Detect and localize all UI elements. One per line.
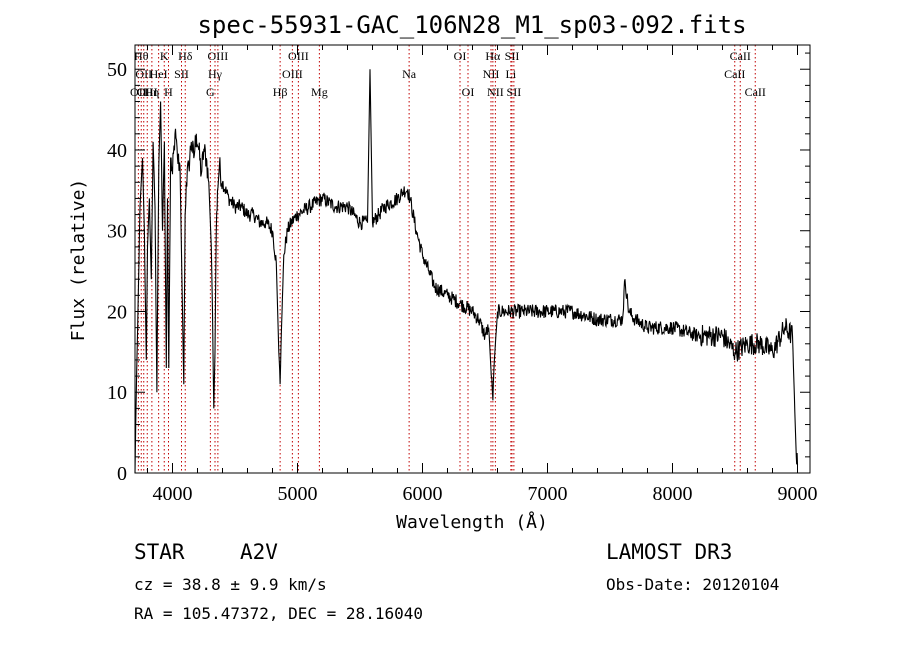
y-axis-ticks: 0 10 20 30 40 50 xyxy=(107,52,810,485)
x-tick-label: 7000 xyxy=(528,483,568,505)
reference-line-label: Li xyxy=(506,67,517,81)
y-tick-label: 10 xyxy=(107,382,127,404)
reference-line-label: SII xyxy=(507,85,522,99)
reference-line-label: OII xyxy=(135,67,152,81)
reference-line-label: Mg xyxy=(311,85,328,99)
reference-line-label: OIII xyxy=(137,85,158,99)
reference-line-label: Hδ xyxy=(178,49,193,63)
survey-name: LAMOST DR3 xyxy=(606,540,733,564)
chart-title: spec-55931-GAC_106N28_M1_sp03-092.fits xyxy=(197,11,746,39)
reference-line-label: CaII xyxy=(730,49,751,63)
reference-line-label: Hθ xyxy=(134,49,149,63)
reference-line-label: Hγ xyxy=(208,67,223,81)
coordinates: RA = 105.47372, DEC = 28.16040 xyxy=(134,604,423,623)
reference-line-label: OIII xyxy=(208,49,229,63)
x-tick-label: 6000 xyxy=(403,483,443,505)
redshift-velocity: cz = 38.8 ± 9.9 km/s xyxy=(134,575,327,594)
y-tick-label: 30 xyxy=(107,221,127,243)
reference-line-label: G xyxy=(206,85,215,99)
x-axis-label: Wavelength (Å) xyxy=(396,511,548,533)
reference-line-label: H xyxy=(164,85,173,99)
reference-line-labels: OIIHθOIIOIIIHηHeIKHSIIHδGHγOIIIHβOIIIOII… xyxy=(130,49,766,99)
reference-line-label: OIII xyxy=(288,49,309,63)
y-tick-label: 20 xyxy=(107,301,127,323)
y-axis-label: Flux (relative) xyxy=(68,179,89,342)
y-tick-label: 40 xyxy=(107,140,127,162)
x-axis-ticks: 4000 5000 6000 7000 8000 9000 xyxy=(147,45,818,505)
observation-date: Obs-Date: 20120104 xyxy=(606,575,780,594)
object-subclass: A2V xyxy=(240,540,278,564)
x-tick-label: 5000 xyxy=(278,483,318,505)
reference-line-label: SII xyxy=(174,67,189,81)
reference-line-label: OIII xyxy=(282,67,303,81)
reference-line-label: Na xyxy=(402,67,417,81)
reference-lines xyxy=(137,45,756,473)
reference-line-label: NII xyxy=(483,67,500,81)
reference-line-label: Hα xyxy=(485,49,501,63)
reference-line-label: CaII xyxy=(724,67,745,81)
reference-line-label: CaII xyxy=(745,85,766,99)
reference-line-label: Hβ xyxy=(273,85,288,99)
reference-line-label: Hη xyxy=(144,85,159,99)
x-tick-label: 8000 xyxy=(653,483,693,505)
flux-series-line xyxy=(134,69,799,474)
reference-line-label: OI xyxy=(454,49,467,63)
reference-line-label: OII xyxy=(130,85,147,99)
reference-line-label: K xyxy=(160,49,169,63)
x-tick-label: 4000 xyxy=(153,483,193,505)
plot-frame xyxy=(134,44,811,474)
x-tick-label: 9000 xyxy=(778,483,818,505)
reference-line-label: HeI xyxy=(150,67,168,81)
y-tick-label: 0 xyxy=(117,463,127,485)
reference-line-label: NII xyxy=(487,85,504,99)
reference-line-label: OI xyxy=(462,85,475,99)
y-tick-label: 50 xyxy=(107,59,127,81)
reference-line-label: SII xyxy=(505,49,520,63)
object-class: STAR xyxy=(134,540,185,564)
